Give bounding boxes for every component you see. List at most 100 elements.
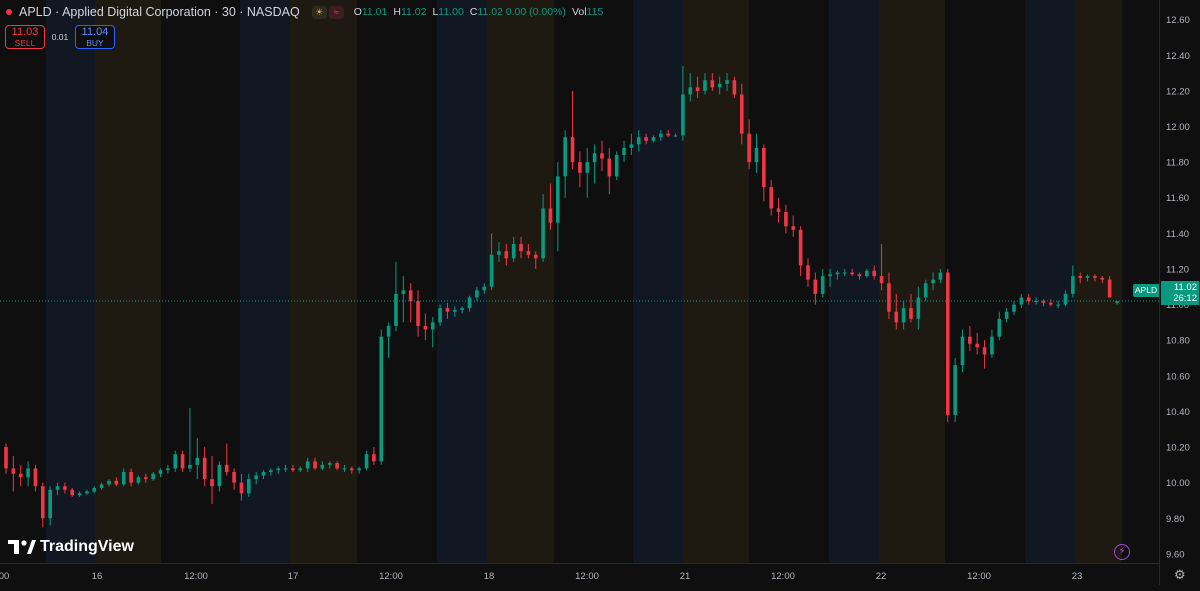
candle[interactable] [55,482,60,496]
lightning-icon[interactable]: ⚡ [1114,544,1130,560]
candle[interactable] [504,244,509,266]
candle[interactable] [806,258,810,287]
candle[interactable] [754,133,759,173]
candle[interactable] [747,119,751,170]
candle[interactable] [48,486,52,526]
candle[interactable] [453,306,457,318]
candle[interactable] [1093,274,1097,282]
candle[interactable] [931,272,935,291]
candle[interactable] [526,244,531,259]
candle[interactable] [879,244,884,291]
candle[interactable] [1063,290,1068,307]
candle[interactable] [77,491,82,497]
candle[interactable] [489,233,494,291]
settings-gear-icon[interactable]: ⚙ [1174,567,1186,582]
candle[interactable] [872,265,876,280]
candle[interactable] [769,179,773,216]
candle[interactable] [997,311,1002,341]
candle[interactable] [291,464,295,472]
candle[interactable] [725,73,729,91]
candle[interactable] [938,268,943,284]
candle[interactable] [210,455,214,505]
candle[interactable] [121,468,126,487]
candle[interactable] [386,322,391,359]
candle[interactable] [739,83,744,145]
candle[interactable] [1019,293,1024,309]
candle[interactable] [570,90,575,170]
candle[interactable] [423,313,428,341]
candle[interactable] [166,464,170,474]
candle[interactable] [129,468,133,487]
candle[interactable] [791,215,796,237]
candle[interactable] [1071,265,1075,298]
candle[interactable] [909,293,913,323]
candle[interactable] [762,144,766,202]
candle[interactable] [732,76,737,99]
candle[interactable] [445,302,450,319]
candle[interactable] [342,464,347,472]
candle[interactable] [1026,293,1031,305]
buy-button[interactable]: 11.04 BUY [75,25,115,49]
candle[interactable] [592,144,597,184]
candle[interactable] [1078,272,1083,284]
candle[interactable] [482,283,487,294]
candle[interactable] [276,466,281,474]
candle[interactable] [982,340,987,369]
candle[interactable] [673,133,678,138]
candle[interactable] [1085,274,1090,282]
candle[interactable] [107,479,111,487]
candle[interactable] [438,304,442,326]
candle[interactable] [261,470,266,480]
candle[interactable] [695,76,700,99]
candle[interactable] [63,482,67,494]
candle[interactable] [158,468,163,478]
candle[interactable] [644,133,648,145]
candle[interactable] [887,272,891,319]
candle[interactable] [372,447,376,465]
candle[interactable] [1004,308,1009,323]
candle[interactable] [298,466,303,472]
candle[interactable] [70,487,75,497]
candle[interactable] [865,268,869,278]
candle[interactable] [585,147,590,198]
candle[interactable] [511,236,516,262]
candle[interactable] [327,461,332,469]
candle[interactable] [622,140,626,163]
candle[interactable] [651,135,656,143]
candle[interactable] [239,473,244,501]
candle[interactable] [578,151,582,188]
candle[interactable] [681,65,685,141]
candle[interactable] [717,76,722,95]
candle[interactable] [173,450,178,472]
candle[interactable] [114,477,119,487]
candle[interactable] [247,473,251,497]
candle[interactable] [600,140,604,172]
candle[interactable] [99,482,104,490]
candle[interactable] [784,204,788,234]
candle[interactable] [467,295,472,312]
candle[interactable] [901,301,906,330]
candle[interactable] [217,461,222,492]
candle[interactable] [556,162,560,252]
candle[interactable] [195,438,200,480]
candle[interactable] [563,130,567,198]
candle[interactable] [945,268,950,423]
candle[interactable] [92,486,97,494]
candle[interactable] [1012,301,1016,316]
chart-area[interactable] [0,0,1159,563]
candle[interactable] [1100,276,1105,284]
candle[interactable] [1034,297,1038,305]
candle[interactable] [497,242,501,262]
candle[interactable] [416,290,420,337]
candle[interactable] [475,286,479,302]
candle[interactable] [533,251,538,269]
candle[interactable] [320,461,325,471]
candle[interactable] [269,468,273,476]
candle[interactable] [379,329,384,465]
candle[interactable] [828,268,832,287]
candle[interactable] [232,468,236,490]
candle[interactable] [548,183,553,230]
candle[interactable] [430,317,435,348]
candle[interactable] [394,261,398,332]
candle[interactable] [916,286,921,330]
